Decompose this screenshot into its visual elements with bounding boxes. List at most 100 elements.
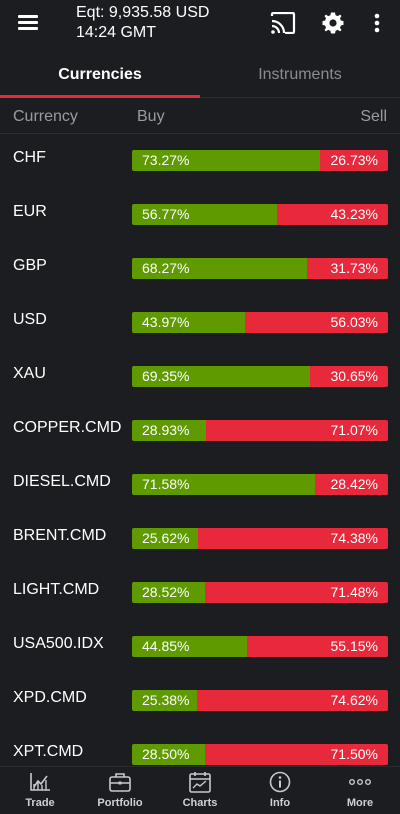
- list-item[interactable]: USA500.IDX 44.85% 55.15%: [0, 620, 400, 674]
- sell-segment: 74.62%: [196, 690, 388, 711]
- sell-percentage: 71.50%: [330, 746, 378, 762]
- tab-currencies[interactable]: Currencies: [58, 66, 142, 83]
- info-icon: [269, 771, 291, 793]
- buy-segment: 56.77%: [132, 204, 278, 225]
- buy-percentage: 43.97%: [142, 314, 190, 330]
- server-time: 14:24 GMT: [76, 24, 157, 41]
- list-item[interactable]: COPPER.CMD 28.93% 71.07%: [0, 404, 400, 458]
- cast-icon[interactable]: [268, 8, 298, 38]
- trade-chart-icon: [30, 773, 50, 791]
- nav-charts-label: Charts: [182, 797, 218, 809]
- sentiment-bar: 43.97% 56.03%: [132, 312, 388, 333]
- equity-value: Eqt: 9,935.58 USD: [76, 4, 210, 21]
- column-headers: Currency Buy Sell: [0, 100, 400, 134]
- instrument-name: XPD.CMD: [13, 689, 87, 706]
- buy-segment: 44.85%: [132, 636, 247, 657]
- menu-icon[interactable]: [12, 10, 46, 36]
- instrument-name: XPT.CMD: [13, 743, 84, 760]
- list-item[interactable]: LIGHT.CMD 28.52% 71.48%: [0, 566, 400, 620]
- column-header-sell: Sell: [360, 108, 387, 125]
- list-item[interactable]: DIESEL.CMD 71.58% 28.42%: [0, 458, 400, 512]
- nav-charts[interactable]: Charts: [160, 767, 240, 814]
- sell-percentage: 71.07%: [330, 422, 378, 438]
- instrument-name: USA500.IDX: [13, 635, 104, 652]
- account-summary: Eqt: 9,935.58 USD 14:24 GMT: [76, 3, 209, 43]
- nav-portfolio-label: Portfolio: [97, 797, 143, 809]
- buy-percentage: 44.85%: [142, 638, 190, 654]
- buy-percentage: 28.50%: [142, 746, 190, 762]
- sentiment-bar: 28.50% 71.50%: [132, 744, 388, 765]
- buy-percentage: 56.77%: [142, 206, 190, 222]
- column-header-buy: Buy: [137, 108, 165, 125]
- sentiment-bar: 68.27% 31.73%: [132, 258, 388, 279]
- sentiment-bar: 73.27% 26.73%: [132, 150, 388, 171]
- sentiment-bar: 25.62% 74.38%: [132, 528, 388, 549]
- more-vertical-icon[interactable]: [362, 8, 392, 38]
- sell-percentage: 74.38%: [330, 530, 378, 546]
- sell-segment: 30.65%: [309, 366, 388, 387]
- bottom-navigation: Trade Portfolio Charts Info More: [0, 766, 400, 814]
- sell-segment: 28.42%: [315, 474, 388, 495]
- buy-segment: 28.52%: [132, 582, 205, 603]
- briefcase-icon: [109, 773, 131, 792]
- sell-segment: 71.48%: [205, 582, 388, 603]
- gear-icon[interactable]: [318, 8, 348, 38]
- buy-segment: 73.27%: [132, 150, 320, 171]
- sentiment-bar: 71.58% 28.42%: [132, 474, 388, 495]
- buy-percentage: 28.52%: [142, 584, 190, 600]
- nav-more[interactable]: More: [320, 767, 400, 814]
- buy-percentage: 73.27%: [142, 152, 190, 168]
- toolbar-actions: [268, 8, 400, 38]
- buy-segment: 25.38%: [132, 690, 197, 711]
- list-item[interactable]: XPT.CMD 28.50% 71.50%: [0, 728, 400, 766]
- sell-segment: 43.23%: [277, 204, 388, 225]
- nav-trade-label: Trade: [25, 797, 55, 809]
- sell-percentage: 28.42%: [330, 476, 378, 492]
- sell-percentage: 74.62%: [330, 692, 378, 708]
- more-dots-icon: [349, 778, 372, 785]
- sentiment-bar: 56.77% 43.23%: [132, 204, 388, 225]
- list-item[interactable]: EUR 56.77% 43.23%: [0, 188, 400, 242]
- list-item[interactable]: XPD.CMD 25.38% 74.62%: [0, 674, 400, 728]
- buy-percentage: 69.35%: [142, 368, 190, 384]
- list-item[interactable]: XAU 69.35% 30.65%: [0, 350, 400, 404]
- buy-segment: 69.35%: [132, 366, 310, 387]
- sell-percentage: 31.73%: [330, 260, 378, 276]
- instrument-name: LIGHT.CMD: [13, 581, 100, 598]
- active-tab-indicator: [0, 95, 200, 98]
- instrument-name: CHF: [13, 149, 46, 166]
- sell-segment: 31.73%: [306, 258, 388, 279]
- sentiment-bar: 28.52% 71.48%: [132, 582, 388, 603]
- sell-segment: 55.15%: [246, 636, 388, 657]
- buy-segment: 71.58%: [132, 474, 316, 495]
- sell-percentage: 30.65%: [330, 368, 378, 384]
- sell-percentage: 71.48%: [330, 584, 378, 600]
- sentiment-bar: 28.93% 71.07%: [132, 420, 388, 441]
- sell-segment: 71.50%: [204, 744, 388, 765]
- list-item[interactable]: BRENT.CMD 25.62% 74.38%: [0, 512, 400, 566]
- sentiment-bar: 44.85% 55.15%: [132, 636, 388, 657]
- nav-info[interactable]: Info: [240, 767, 320, 814]
- nav-more-label: More: [346, 797, 374, 809]
- buy-percentage: 68.27%: [142, 260, 190, 276]
- nav-trade[interactable]: Trade: [0, 767, 80, 814]
- list-item[interactable]: USD 43.97% 56.03%: [0, 296, 400, 350]
- sentiment-list: CHF 73.27% 26.73% EUR 56.77% 43.23% GBP 68.27% 3…: [0, 134, 400, 766]
- buy-segment: 68.27%: [132, 258, 307, 279]
- instrument-name: EUR: [13, 203, 47, 220]
- sell-segment: 26.73%: [319, 150, 388, 171]
- list-item[interactable]: GBP 68.27% 31.73%: [0, 242, 400, 296]
- nav-portfolio[interactable]: Portfolio: [80, 767, 160, 814]
- sell-segment: 74.38%: [197, 528, 388, 549]
- sentiment-bar: 25.38% 74.62%: [132, 690, 388, 711]
- tab-bar: Currencies Instruments: [0, 52, 400, 98]
- list-item[interactable]: CHF 73.27% 26.73%: [0, 134, 400, 188]
- buy-segment: 28.50%: [132, 744, 205, 765]
- buy-segment: 28.93%: [132, 420, 207, 441]
- instrument-name: DIESEL.CMD: [13, 473, 111, 490]
- tab-instruments[interactable]: Instruments: [258, 66, 342, 83]
- column-header-currency: Currency: [13, 108, 78, 125]
- top-app-bar: Eqt: 9,935.58 USD 14:24 GMT: [0, 0, 400, 52]
- sell-segment: 56.03%: [244, 312, 388, 333]
- buy-segment: 25.62%: [132, 528, 198, 549]
